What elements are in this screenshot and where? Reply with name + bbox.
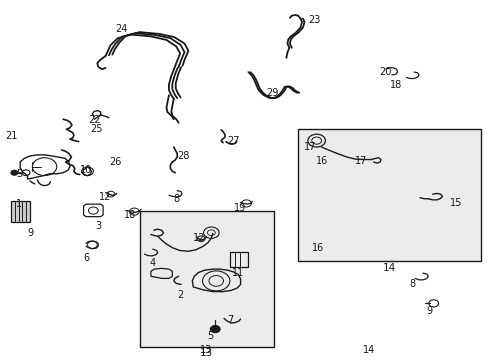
Text: 17: 17 — [355, 156, 367, 166]
Text: 12: 12 — [99, 192, 111, 202]
Text: 6: 6 — [83, 253, 89, 263]
Text: 21: 21 — [5, 131, 18, 141]
Text: 29: 29 — [265, 89, 278, 99]
Bar — [140, 211, 273, 347]
Text: 23: 23 — [308, 15, 320, 25]
Text: 9: 9 — [426, 306, 432, 316]
Text: 11: 11 — [232, 268, 244, 278]
Bar — [11, 201, 30, 222]
Text: 17: 17 — [304, 142, 316, 152]
Text: 24: 24 — [115, 24, 127, 34]
Bar — [229, 252, 248, 267]
Text: 8: 8 — [409, 279, 415, 289]
Text: 12: 12 — [193, 233, 205, 243]
Text: 10: 10 — [80, 165, 92, 175]
Text: 13: 13 — [200, 348, 213, 358]
Text: 14: 14 — [382, 263, 395, 273]
Text: 1: 1 — [16, 199, 22, 209]
Circle shape — [210, 325, 220, 333]
Text: 18: 18 — [123, 210, 136, 220]
Text: 27: 27 — [227, 136, 240, 146]
Circle shape — [11, 170, 18, 175]
Text: 13: 13 — [200, 345, 212, 355]
Text: 16: 16 — [316, 156, 328, 166]
Text: 15: 15 — [449, 198, 462, 208]
Text: 20: 20 — [379, 67, 391, 77]
Text: 22: 22 — [88, 115, 101, 125]
Text: 2: 2 — [177, 290, 183, 300]
Text: 18: 18 — [389, 80, 401, 90]
Text: 16: 16 — [311, 243, 323, 253]
Text: 8: 8 — [173, 194, 179, 204]
Text: 5: 5 — [207, 331, 213, 341]
Text: 28: 28 — [177, 151, 189, 161]
Text: 26: 26 — [109, 157, 122, 167]
Text: 7: 7 — [226, 315, 232, 325]
Bar — [298, 129, 480, 261]
Text: 5: 5 — [16, 169, 22, 179]
Text: 14: 14 — [363, 345, 375, 355]
Text: 19: 19 — [233, 203, 245, 213]
Text: 9: 9 — [28, 228, 34, 238]
Text: 3: 3 — [95, 221, 101, 230]
Text: 25: 25 — [90, 124, 103, 134]
Text: 4: 4 — [149, 258, 156, 268]
